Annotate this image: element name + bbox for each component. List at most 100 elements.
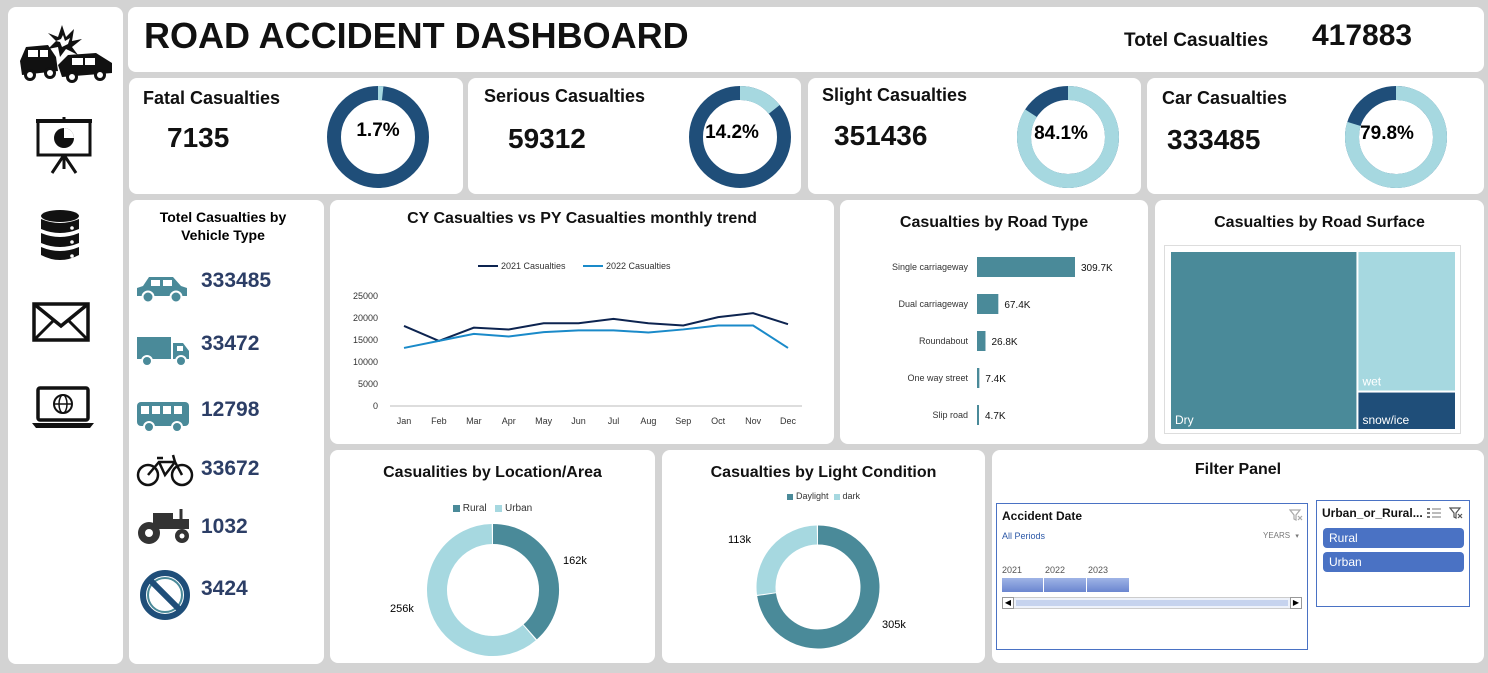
- donut-share: [739, 86, 780, 115]
- donut-share: [1345, 86, 1447, 188]
- vehicle-type-title: Totel Casualties by Vehicle Type: [159, 209, 287, 243]
- bar: [977, 331, 986, 351]
- clear-filter-icon[interactable]: [1289, 508, 1303, 522]
- timeline-bar-2021[interactable]: [1002, 578, 1044, 592]
- vehicle-type-panel: Totel Casualties by Vehicle Type 333485 …: [129, 200, 324, 664]
- data-label: 309.7K: [1081, 263, 1113, 274]
- kpi-donut: [689, 86, 791, 188]
- treemap: Dry wet snow/ice: [1171, 252, 1455, 429]
- y-tick-label: 20000: [353, 313, 378, 323]
- year-label-2021: 2021: [1002, 565, 1023, 575]
- legend-label-rural: Rural: [462, 503, 487, 514]
- category-label: Single carriageway: [892, 262, 969, 272]
- kpi-title: Car Casualties: [1162, 88, 1288, 108]
- kpi-value: 333485: [1167, 124, 1261, 155]
- kpi-donut: [1345, 86, 1447, 188]
- chart-title: Casualities by Location/Area: [383, 464, 602, 481]
- laptop-globe-icon[interactable]: [30, 385, 96, 429]
- kpi-percent: 84.1%: [1034, 123, 1088, 144]
- legend-label-urban: Urban: [505, 503, 533, 514]
- filter-panel: Filter Panel Accident Date All Periods Y…: [992, 450, 1484, 663]
- car-icon: [137, 277, 187, 304]
- total-casualties-label: Totel Casualties: [1124, 30, 1269, 51]
- kpi-title: Fatal Casualties: [143, 88, 281, 108]
- vehicle-value-car: 333485: [201, 269, 272, 292]
- x-tick-label: Dec: [780, 416, 797, 426]
- y-tick-label: 25000: [353, 291, 378, 301]
- prohibited-icon: [140, 570, 190, 620]
- data-label: 26.8K: [991, 337, 1017, 348]
- clear-filter-icon[interactable]: [1449, 506, 1463, 520]
- road-surface-panel: Casualties by Road Surface Dry wet snow/ic…: [1155, 200, 1484, 444]
- year-label-2022: 2022: [1045, 565, 1066, 575]
- bar: [977, 368, 980, 388]
- vehicle-value-tractor: 1032: [201, 515, 248, 538]
- x-tick-label: Mar: [466, 416, 482, 426]
- kpi-card-serious: Serious Casualties 59312 14.2%: [468, 78, 801, 194]
- x-tick-label: Sep: [675, 416, 691, 426]
- mail-icon[interactable]: [32, 302, 90, 342]
- data-label: 7.4K: [985, 374, 1006, 385]
- kpi-donut: [1017, 86, 1119, 188]
- treemap-cell-snow-ice: [1358, 392, 1455, 429]
- total-casualties-value: 417883: [1312, 19, 1413, 52]
- scroll-left-icon[interactable]: ◀: [1002, 597, 1014, 609]
- car-crash-icon[interactable]: [18, 23, 114, 83]
- y-tick-label: 15000: [353, 335, 378, 345]
- monthly-trend-panel: CY Casualties vs PY Casualties monthly t…: [330, 200, 834, 444]
- treemap-label: snow/ice: [1362, 413, 1409, 427]
- scroll-right-icon[interactable]: ▶: [1290, 597, 1302, 609]
- x-tick-label: Nov: [745, 416, 762, 426]
- presentation-icon[interactable]: [34, 115, 94, 175]
- chart-legend: Rural Urban: [330, 503, 655, 514]
- kpi-card-slight: Slight Casualties 351436 84.1%: [808, 78, 1141, 194]
- vehicle-value-bicycle: 33672: [201, 457, 260, 480]
- bar-chart: Single carriageway 309.7K Dual carriageway…: [892, 257, 1113, 425]
- category-label: One way street: [907, 373, 968, 383]
- legend-swatch-rural: [452, 504, 460, 512]
- donut-slice: [757, 525, 880, 649]
- slicer-option-urban[interactable]: Urban: [1323, 552, 1464, 572]
- timeline-bar-2023[interactable]: [1087, 578, 1129, 592]
- accident-date-slicer[interactable]: Accident Date All Periods YEARS ▾ 2021 2…: [996, 503, 1308, 650]
- kpi-value: 59312: [508, 123, 586, 154]
- x-tick-label: Feb: [431, 416, 447, 426]
- x-tick-label: Jan: [397, 416, 412, 426]
- year-label-2023: 2023: [1088, 565, 1109, 575]
- kpi-title: Serious Casualties: [484, 86, 646, 106]
- category-label: Slip road: [932, 410, 968, 420]
- multi-select-icon[interactable]: [1427, 507, 1441, 519]
- kpi-card-fatal: Fatal Casualties 7135 1.7%: [129, 78, 463, 194]
- bar: [977, 405, 979, 425]
- light-condition-panel: Casualties by Light Condition Daylight d…: [662, 450, 985, 663]
- chart-title: Casualties by Light Condition: [710, 464, 937, 481]
- x-tick-label: Aug: [640, 416, 656, 426]
- time-level-dropdown[interactable]: YEARS ▾: [1263, 531, 1299, 540]
- kpi-percent: 1.7%: [356, 120, 400, 141]
- slicer-option-rural[interactable]: Rural: [1323, 528, 1464, 548]
- treemap-cell-dry: [1171, 252, 1357, 429]
- bar: [977, 257, 1075, 277]
- y-tick-label: 0: [373, 401, 378, 411]
- y-tick-label: 10000: [353, 357, 378, 367]
- urban-rural-slicer[interactable]: Urban_or_Rural... Rural Urban: [1316, 500, 1470, 607]
- treemap-label: Dry: [1175, 413, 1194, 427]
- database-icon[interactable]: [39, 209, 81, 263]
- timeline-bar-2022[interactable]: [1044, 578, 1087, 592]
- chart-title: CY Casualties vs PY Casualties monthly t…: [407, 210, 757, 227]
- tractor-icon: [138, 509, 189, 544]
- x-tick-label: Jun: [571, 416, 586, 426]
- sidebar: [8, 7, 123, 664]
- treemap-label: wet: [1361, 375, 1381, 389]
- chart-title: Casualties by Road Type: [899, 214, 1089, 231]
- bus-icon: [137, 402, 189, 433]
- vehicle-value-other: 3424: [201, 577, 248, 600]
- scroll-thumb[interactable]: [1016, 600, 1288, 606]
- kpi-percent: 79.8%: [1360, 123, 1414, 144]
- chart-title: Casualties by Road Surface: [1214, 214, 1425, 231]
- x-tick-label: Jul: [608, 416, 620, 426]
- legend-label-dark: dark: [842, 491, 861, 501]
- legend-swatch-urban: [495, 504, 502, 512]
- category-label: Roundabout: [919, 336, 969, 346]
- header: ROAD ACCIDENT DASHBOARD Totel Casualties…: [128, 7, 1484, 72]
